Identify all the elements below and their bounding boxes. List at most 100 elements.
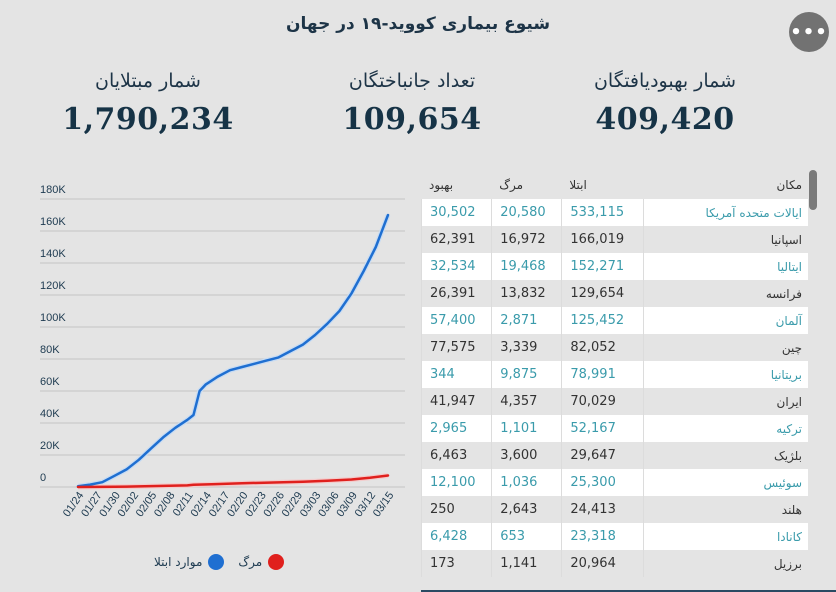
cell-location[interactable]: اسپانیا [643, 226, 808, 253]
table-row[interactable]: اسپانیا 166,019 16,972 62,391 [421, 226, 808, 253]
cell-cases: 23,318 [561, 523, 644, 550]
cell-cases: 70,029 [561, 388, 644, 415]
cell-location[interactable]: بلژیک [643, 442, 808, 469]
stat-cases-label: شمار مبتلایان [95, 70, 201, 92]
deaths-series-line[interactable] [76, 474, 390, 489]
cell-recovered: 41,947 [421, 388, 492, 415]
legend-deaths[interactable]: مرگ [238, 554, 285, 570]
table-row[interactable]: سوئیس 25,300 1,036 12,100 [421, 469, 808, 496]
stat-recovered-value: 409,420 [595, 102, 735, 137]
cell-recovered: 6,463 [421, 442, 492, 469]
table-row[interactable]: ایتالیا 152,271 19,468 32,534 [421, 253, 808, 280]
more-options-button[interactable]: ••• [789, 12, 829, 52]
y-tick-label: 120K [40, 280, 66, 292]
cell-cases: 24,413 [561, 496, 644, 523]
cell-recovered: 26,391 [421, 280, 492, 307]
country-table: مکان ابتلا مرگ بهبود ایالات متحده آمریکا… [421, 171, 808, 577]
table-row[interactable]: بلژیک 29,647 3,600 6,463 [421, 442, 808, 469]
cell-recovered: 32,534 [421, 253, 492, 280]
table-row[interactable]: آلمان 125,452 2,871 57,400 [421, 307, 808, 334]
table-row[interactable]: هلند 24,413 2,643 250 [421, 496, 808, 523]
cell-recovered: 57,400 [421, 307, 492, 334]
table-scrollbar[interactable] [809, 170, 817, 210]
cell-cases: 25,300 [561, 469, 644, 496]
cell-location[interactable]: فرانسه [643, 280, 808, 307]
stat-recovered: شمار بهبودیافتگان 409,420 [565, 70, 765, 137]
page-title: شیوع بیماری کووید-۱۹ در جهان [285, 14, 551, 34]
legend-cases[interactable]: موارد ابتلا [154, 554, 225, 570]
table-row[interactable]: ترکیه 52,167 1,101 2,965 [421, 415, 808, 442]
y-tick-label: 100K [40, 312, 66, 324]
cell-location[interactable]: ترکیه [643, 415, 808, 442]
y-tick-label: 160K [40, 216, 66, 228]
cell-recovered: 250 [421, 496, 492, 523]
cell-location[interactable]: کانادا [643, 523, 808, 550]
cell-deaths: 13,832 [491, 280, 562, 307]
bottom-border [421, 590, 836, 592]
table-header-row: مکان ابتلا مرگ بهبود [421, 171, 808, 199]
cell-cases: 52,167 [561, 415, 644, 442]
table-row[interactable]: بریتانیا 78,991 9,875 344 [421, 361, 808, 388]
cell-location[interactable]: ایالات متحده آمریکا [643, 199, 808, 226]
table-row[interactable]: ایالات متحده آمریکا 533,115 20,580 30,502 [421, 199, 808, 226]
cell-location[interactable]: برزیل [643, 550, 808, 577]
y-tick-label: 180K [40, 184, 66, 196]
y-tick-label: 140K [40, 248, 66, 260]
table-row[interactable]: چین 82,052 3,339 77,575 [421, 334, 808, 361]
table-row[interactable]: برزیل 20,964 1,141 173 [421, 550, 808, 577]
chart-legend: مرگ موارد ابتلا [140, 554, 285, 570]
cell-deaths: 1,141 [491, 550, 562, 577]
cell-recovered: 62,391 [421, 226, 492, 253]
cell-deaths: 19,468 [491, 253, 562, 280]
stat-deaths: تعداد جانباختگان 109,654 [312, 70, 512, 137]
cell-location[interactable]: هلند [643, 496, 808, 523]
cell-deaths: 2,871 [491, 307, 562, 334]
table-row[interactable]: فرانسه 129,654 13,832 26,391 [421, 280, 808, 307]
cell-deaths: 20,580 [491, 199, 562, 226]
header-recovered[interactable]: بهبود [421, 171, 492, 199]
cell-deaths: 4,357 [491, 388, 562, 415]
cell-deaths: 9,875 [491, 361, 562, 388]
cell-deaths: 2,643 [491, 496, 562, 523]
table-row[interactable]: ایران 70,029 4,357 41,947 [421, 388, 808, 415]
cell-deaths: 3,600 [491, 442, 562, 469]
blue-dot-icon [208, 554, 225, 570]
legend-cases-label: موارد ابتلا [154, 555, 203, 569]
cell-location[interactable]: آلمان [643, 307, 808, 334]
cases-line-chart: 020K40K60K80K100K120K140K160K180K01/2401… [40, 184, 405, 519]
cases-series-line[interactable] [76, 213, 390, 488]
y-tick-label: 60K [40, 376, 60, 388]
cell-cases: 78,991 [561, 361, 644, 388]
cell-cases: 166,019 [561, 226, 644, 253]
cell-deaths: 16,972 [491, 226, 562, 253]
cell-recovered: 30,502 [421, 199, 492, 226]
cell-recovered: 6,428 [421, 523, 492, 550]
y-tick-label: 0 [40, 472, 46, 484]
header-deaths[interactable]: مرگ [491, 171, 562, 199]
stat-cases: شمار مبتلایان 1,790,234 [48, 70, 248, 137]
cell-deaths: 653 [491, 523, 562, 550]
stat-deaths-value: 109,654 [342, 102, 482, 137]
stat-deaths-label: تعداد جانباختگان [348, 70, 476, 92]
cell-location[interactable]: سوئیس [643, 469, 808, 496]
table-row[interactable]: کانادا 23,318 653 6,428 [421, 523, 808, 550]
cell-deaths: 1,036 [491, 469, 562, 496]
cell-location[interactable]: چین [643, 334, 808, 361]
cell-recovered: 344 [421, 361, 492, 388]
cell-location[interactable]: ایتالیا [643, 253, 808, 280]
header-location[interactable]: مکان [643, 171, 808, 199]
y-tick-label: 80K [40, 344, 60, 356]
cell-deaths: 1,101 [491, 415, 562, 442]
cell-location[interactable]: بریتانیا [643, 361, 808, 388]
cell-recovered: 12,100 [421, 469, 492, 496]
cell-cases: 152,271 [561, 253, 644, 280]
cell-location[interactable]: ایران [643, 388, 808, 415]
cell-cases: 82,052 [561, 334, 644, 361]
cell-cases: 129,654 [561, 280, 644, 307]
legend-deaths-label: مرگ [238, 555, 263, 569]
red-dot-icon [268, 554, 285, 570]
cell-recovered: 77,575 [421, 334, 492, 361]
header-cases[interactable]: ابتلا [561, 171, 644, 199]
country-table-container[interactable]: مکان ابتلا مرگ بهبود ایالات متحده آمریکا… [421, 171, 812, 592]
cell-cases: 533,115 [561, 199, 644, 226]
